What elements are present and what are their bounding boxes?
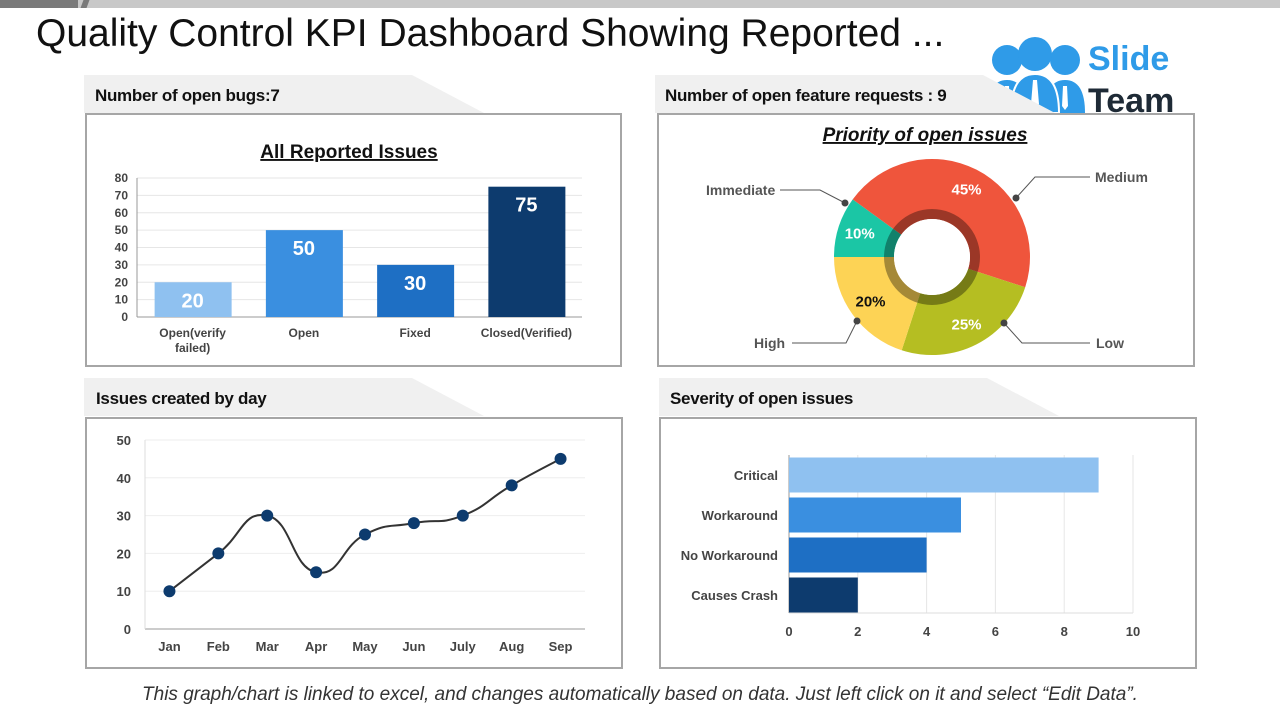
- series-line[interactable]: [168, 458, 562, 592]
- leader-dot[interactable]: [841, 199, 849, 207]
- y-tick-label: 70: [115, 188, 129, 202]
- y-tick-label: 50: [117, 433, 131, 448]
- bar[interactable]: [488, 186, 566, 317]
- leader-dot[interactable]: [853, 317, 861, 325]
- y-tick-label: 40: [117, 471, 131, 486]
- x-tick-label: 10: [1126, 624, 1140, 639]
- top-decor-bar: [0, 0, 1280, 8]
- y-tick-label: 60: [115, 206, 129, 220]
- leader-line[interactable]: [780, 189, 846, 204]
- panel-header-tab: [84, 75, 484, 113]
- logo-text: Slide: [1088, 40, 1170, 78]
- x-tick-label: Open(verify: [159, 326, 226, 340]
- x-tick-label: 2: [854, 624, 861, 639]
- y-tick-label: 40: [115, 241, 129, 255]
- bar[interactable]: [789, 497, 961, 533]
- bar-data-label: 75: [515, 195, 537, 217]
- bar[interactable]: [154, 282, 232, 317]
- x-tick-label: Sep: [549, 639, 573, 654]
- open-bugs-label: Number of open bugs:7: [95, 86, 280, 105]
- x-tick-label: Open: [289, 326, 320, 340]
- page-title: Quality Control KPI Dashboard Showing Re…: [36, 12, 945, 55]
- panel-header-tab: [84, 378, 484, 416]
- y-tick-label: 30: [117, 509, 131, 524]
- x-tick-label: Jun: [402, 639, 425, 654]
- x-tick-label: 4: [923, 624, 931, 639]
- y-tick-label: 30: [115, 258, 129, 272]
- y-tick-label: 10: [115, 293, 129, 307]
- data-point[interactable]: [505, 479, 518, 492]
- slice-percent-label: 25%: [951, 317, 981, 334]
- y-tick-label: 0: [121, 310, 128, 324]
- donut-slice[interactable]: [834, 199, 902, 257]
- top-decor-slash: [0, 0, 78, 8]
- issues-by-day-label: Issues created by day: [96, 389, 267, 408]
- category-label: Medium: [1095, 169, 1148, 185]
- donut-slice[interactable]: [852, 158, 1030, 288]
- y-tick-label: 0: [124, 622, 131, 637]
- data-point[interactable]: [359, 528, 371, 541]
- slice-percent-label: 45%: [951, 181, 981, 198]
- bar[interactable]: [265, 230, 343, 317]
- y-tick-label: Critical: [734, 468, 778, 483]
- donut-slice[interactable]: [901, 268, 1026, 355]
- data-point[interactable]: [456, 509, 469, 522]
- donut-slice[interactable]: [834, 257, 921, 351]
- category-label: Low: [1096, 335, 1124, 351]
- bar-data-label: 20: [182, 290, 204, 312]
- data-point[interactable]: [310, 566, 323, 579]
- bar-data-label: 30: [404, 273, 426, 295]
- x-tick-label: Closed(Verified): [481, 326, 572, 340]
- data-point[interactable]: [261, 509, 274, 522]
- data-point[interactable]: [554, 452, 567, 465]
- x-tick-label: 0: [785, 624, 792, 639]
- open-feature-requests-label: Number of open feature requests : 9: [665, 86, 947, 105]
- y-tick-label: 80: [115, 171, 129, 185]
- x-tick-label: 8: [1061, 624, 1068, 639]
- category-label: High: [754, 335, 785, 351]
- x-tick-label: 6: [992, 624, 999, 639]
- donut-hole[interactable]: [894, 219, 970, 295]
- category-label: Immediate: [706, 182, 775, 198]
- x-tick-label: July: [450, 639, 477, 654]
- x-tick-label: May: [352, 639, 378, 654]
- y-tick-label: 20: [117, 546, 131, 561]
- x-tick-label: Jan: [158, 639, 180, 654]
- x-tick-label: Mar: [256, 639, 279, 654]
- bar[interactable]: [789, 457, 1099, 493]
- leader-dot[interactable]: [1000, 319, 1008, 327]
- bar[interactable]: [789, 577, 858, 613]
- x-tick-label: Apr: [305, 639, 327, 654]
- donut-inner-ring[interactable]: [884, 209, 980, 305]
- x-tick-label: failed): [175, 341, 210, 355]
- leader-line[interactable]: [1003, 322, 1090, 344]
- slice-percent-label: 20%: [855, 294, 885, 311]
- donut-chart-title[interactable]: Priority of open issues: [823, 125, 1028, 146]
- leader-line[interactable]: [1015, 176, 1090, 199]
- x-tick-label: Aug: [499, 639, 524, 654]
- data-point[interactable]: [163, 585, 176, 598]
- severity-label: Severity of open issues: [670, 389, 854, 408]
- x-tick-label: Fixed: [399, 326, 430, 340]
- footer-note: This graph/chart is linked to excel, and…: [142, 684, 1138, 705]
- y-tick-label: 20: [115, 275, 129, 289]
- y-tick-label: Causes Crash: [691, 588, 778, 603]
- data-point[interactable]: [407, 517, 420, 530]
- y-tick-label: No Workaround: [681, 548, 778, 563]
- x-tick-label: Feb: [207, 639, 230, 654]
- slice-percent-label: 10%: [845, 226, 875, 243]
- bar-data-label: 50: [293, 238, 315, 260]
- data-point[interactable]: [212, 547, 225, 560]
- y-tick-label: Workaround: [702, 508, 778, 523]
- leader-line[interactable]: [792, 320, 858, 344]
- panel-header-tab: [655, 75, 1055, 113]
- leader-dot[interactable]: [1012, 194, 1020, 202]
- bar[interactable]: [789, 537, 927, 573]
- y-tick-label: 10: [117, 584, 131, 599]
- panel-header-tab: [659, 378, 1059, 416]
- bar-chart-title[interactable]: All Reported Issues: [260, 142, 437, 163]
- y-tick-label: 50: [115, 223, 129, 237]
- bar[interactable]: [377, 264, 455, 317]
